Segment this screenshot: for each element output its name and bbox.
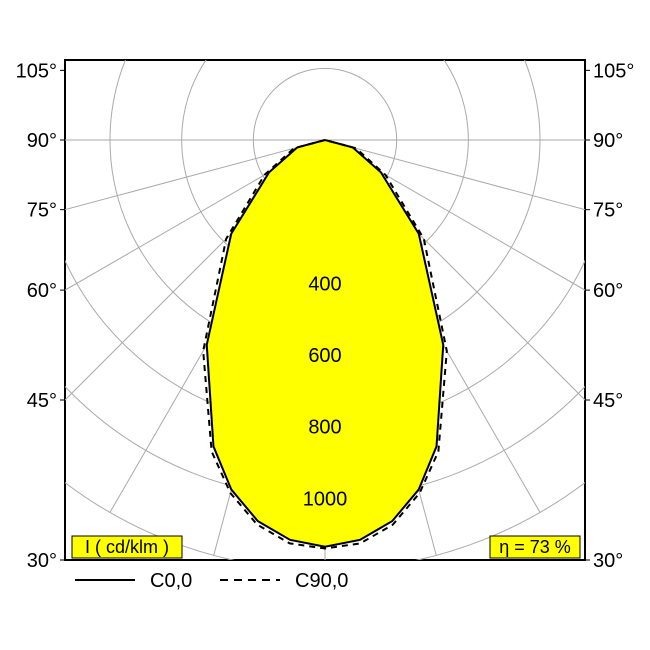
angle-label-right: 45° <box>593 390 623 412</box>
angle-label-right: 90° <box>593 130 623 152</box>
ring-label: 600 <box>308 345 341 367</box>
ring-label: 800 <box>308 417 341 439</box>
angle-label-right: 30° <box>593 550 623 572</box>
angle-label-right: 105° <box>593 60 634 82</box>
ring-label: 400 <box>308 273 341 295</box>
angle-label-right: 75° <box>593 200 623 222</box>
unit-label: I ( cd/klm ) <box>85 537 169 557</box>
angle-label-left: 45° <box>27 390 57 412</box>
angle-label-left: 90° <box>27 130 57 152</box>
angle-label-left: 60° <box>27 280 57 302</box>
angle-label-left: 30° <box>27 550 57 572</box>
angle-label-right: 60° <box>593 280 623 302</box>
legend-label-1: C90,0 <box>295 570 348 592</box>
angle-label-left: 75° <box>27 200 57 222</box>
legend-label-0: C0,0 <box>150 570 192 592</box>
angle-label-left: 105° <box>16 60 57 82</box>
polar-chart-svg: 400 600 800 1000 105° 105° 90° 90° 75° 75° 60° 60° 4… <box>0 0 650 650</box>
polar-chart-container: 400 600 800 1000 105° 105° 90° 90° 75° 75° 60° 60° 4… <box>0 0 650 650</box>
ring-label: 1000 <box>303 488 348 510</box>
eta-label: η = 73 % <box>499 537 571 557</box>
